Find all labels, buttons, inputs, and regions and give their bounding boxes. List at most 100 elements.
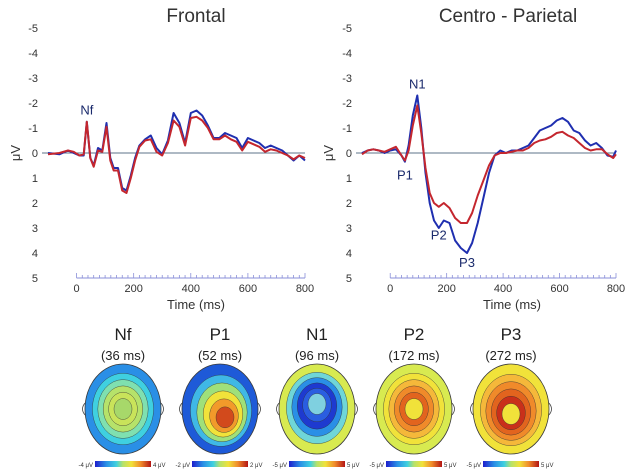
right-ear <box>257 402 261 416</box>
colorbar-min: -5 μV <box>273 463 287 469</box>
topomap-label: Nf <box>115 325 132 344</box>
centro-parietal-x-tick-label: 0 <box>387 283 393 295</box>
centro-parietal-y-tick-label: -2 <box>342 98 352 110</box>
right-ear <box>548 402 552 416</box>
colorbar <box>483 461 539 467</box>
centro-parietal-title: Centro - Parietal <box>439 6 577 27</box>
colorbar-min: -5 μV <box>467 463 481 469</box>
contour-band <box>501 403 521 425</box>
centro-parietal-annotations: N1 P1 P2 P3 <box>397 76 475 270</box>
centro-parietal-ylabel: μV <box>321 145 336 161</box>
centro-parietal-y-tick-label: 3 <box>346 223 352 235</box>
frontal-peak-label: Nf <box>80 103 93 118</box>
contour-band <box>215 406 235 429</box>
right-ear <box>160 402 164 416</box>
centro-parietal-y-tick-label: -5 <box>342 23 352 35</box>
centro-parietal-series-1-line <box>361 104 617 224</box>
contour-band <box>113 398 133 420</box>
centro-parietal-y-tick-label: -4 <box>342 48 352 60</box>
centro-parietal-x-tick-label: 200 <box>437 283 455 295</box>
frontal-y-tick-label: -1 <box>28 123 38 135</box>
frontal-ylabel: μV <box>8 145 23 161</box>
frontal-y-tick-label: 2 <box>32 198 38 210</box>
topographic-maps: Nf (36 ms) -4 μV 4 μV P1 (52 ms) -2 μV 2 μV N1 (9… <box>79 325 554 469</box>
frontal-y-tick-label: -4 <box>28 48 38 60</box>
left-ear <box>470 402 474 416</box>
topomap-p3: P3 (272 ms) -5 μV 5 μV <box>467 325 554 469</box>
frontal-lines <box>47 109 306 194</box>
centro-parietal-y-tick-label: -3 <box>342 73 352 85</box>
frontal-y-ticks: -5 -4 -3 -2 -1 0 1 2 3 4 5 <box>28 23 305 285</box>
frontal-x-tick-label: 600 <box>239 283 257 295</box>
frontal-y-tick-label: 3 <box>32 223 38 235</box>
frontal-xlabel: Time (ms) <box>167 297 225 312</box>
topomap-time: (36 ms) <box>101 348 145 363</box>
left-ear <box>373 402 377 416</box>
colorbar <box>192 461 248 467</box>
centro-parietal-y-tick-label: 0 <box>346 148 352 160</box>
topomap-time: (172 ms) <box>388 348 439 363</box>
left-ear <box>179 402 183 416</box>
topomap-time: (96 ms) <box>295 348 339 363</box>
centro-parietal-x-ticks: 0 200 400 600 800 <box>387 273 625 295</box>
left-ear <box>82 402 86 416</box>
topomap-p2: P2 (172 ms) -5 μV 5 μV <box>370 325 457 469</box>
topomap-label: N1 <box>306 325 328 344</box>
right-ear <box>451 402 455 416</box>
centro-parietal-panel: Centro - Parietal μV Time (ms) -5 -4 -3 -2 -… <box>321 6 625 312</box>
centro-parietal-y-tick-label: 5 <box>346 273 352 285</box>
frontal-title: Frontal <box>166 6 225 27</box>
contour-band <box>307 393 327 415</box>
centro-parietal-y-tick-label: 4 <box>346 248 352 260</box>
topomap-n1: N1 (96 ms) -5 μV 5 μV <box>273 325 360 469</box>
centro-parietal-y-tick-label: 2 <box>346 198 352 210</box>
centro-parietal-peak-label: P3 <box>459 255 475 270</box>
centro-parietal-x-tick-label: 400 <box>494 283 512 295</box>
centro-parietal-x-tick-label: 600 <box>550 283 568 295</box>
centro-parietal-y-ticks: -5 -4 -3 -2 -1 0 1 2 3 4 5 <box>342 23 616 285</box>
centro-parietal-y-tick-label: -1 <box>342 123 352 135</box>
frontal-y-tick-label: 5 <box>32 273 38 285</box>
frontal-y-tick-label: 0 <box>32 148 38 160</box>
frontal-x-tick-label: 800 <box>296 283 314 295</box>
colorbar-max: 5 μV <box>541 463 553 469</box>
frontal-panel: Frontal μV Time (ms) -5 -4 -3 -2 -1 0 1 2 3 4 5 0 2… <box>8 6 314 312</box>
centro-parietal-lines <box>361 94 617 254</box>
topomap-nf: Nf (36 ms) -4 μV 4 μV <box>79 325 166 469</box>
frontal-series-1-line <box>47 115 306 194</box>
colorbar-max: 5 μV <box>444 463 456 469</box>
frontal-y-tick-label: 4 <box>32 248 38 260</box>
colorbar-min: -4 μV <box>79 463 93 469</box>
colorbar <box>289 461 345 467</box>
colorbar-max: 5 μV <box>347 463 359 469</box>
colorbar <box>95 461 151 467</box>
colorbar-min: -5 μV <box>370 463 384 469</box>
topomap-label: P2 <box>404 325 425 344</box>
frontal-annotations: Nf <box>80 103 93 118</box>
topomap-label: P3 <box>501 325 522 344</box>
centro-parietal-x-tick-label: 800 <box>607 283 625 295</box>
centro-parietal-peak-label: P1 <box>397 168 413 183</box>
topomap-time: (52 ms) <box>198 348 242 363</box>
right-ear <box>354 402 358 416</box>
topomap-label: P1 <box>210 325 231 344</box>
frontal-y-tick-label: 1 <box>32 173 38 185</box>
centro-parietal-series-0-line <box>361 94 617 254</box>
frontal-y-tick-label: -2 <box>28 98 38 110</box>
frontal-x-ticks: 0 200 400 600 800 <box>73 273 314 295</box>
frontal-y-tick-label: -3 <box>28 73 38 85</box>
frontal-x-tick-label: 0 <box>73 283 79 295</box>
centro-parietal-peak-label: P2 <box>431 228 447 243</box>
colorbar-min: -2 μV <box>176 463 190 469</box>
centro-parietal-xlabel: Time (ms) <box>483 297 541 312</box>
topomap-p1: P1 (52 ms) -2 μV 2 μV <box>176 325 263 469</box>
left-ear <box>276 402 280 416</box>
centro-parietal-peak-label: N1 <box>409 76 426 91</box>
topomap-time: (272 ms) <box>485 348 536 363</box>
colorbar-max: 4 μV <box>153 463 165 469</box>
contour-band <box>404 398 424 420</box>
colorbar-max: 2 μV <box>250 463 262 469</box>
frontal-y-tick-label: -5 <box>28 23 38 35</box>
frontal-x-tick-label: 400 <box>182 283 200 295</box>
